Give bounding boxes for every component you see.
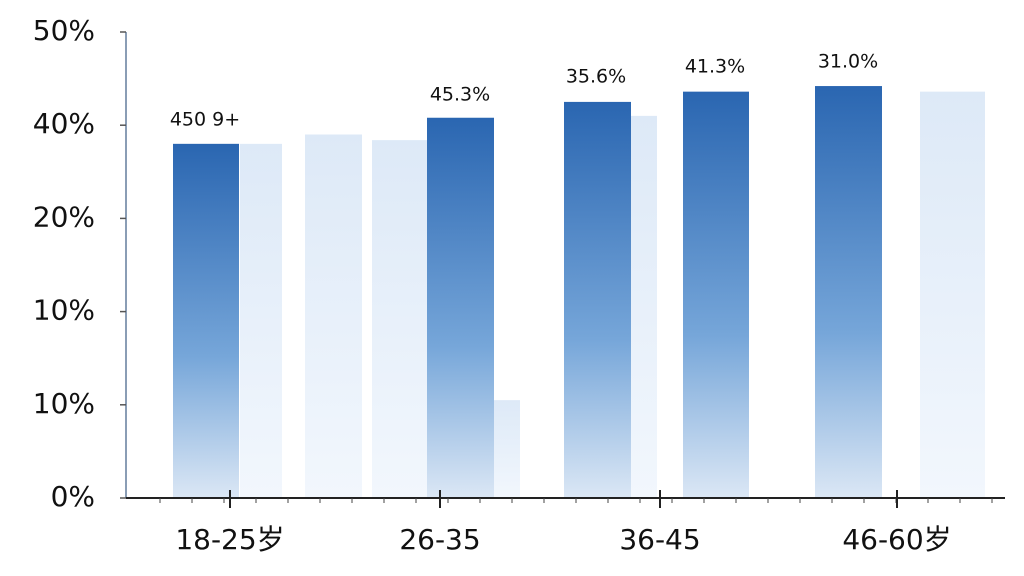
bar: [173, 143, 239, 498]
bar: [494, 400, 520, 498]
annotation: 450 9+: [170, 109, 240, 131]
bar: [305, 134, 362, 498]
bar: [564, 101, 631, 499]
bar: [815, 86, 882, 498]
y-tick-label: 10%: [33, 387, 95, 420]
y-tick-label: 0%: [51, 480, 95, 513]
bar: [427, 117, 494, 498]
y-tick-label: 50%: [33, 14, 95, 47]
y-tick-label: 20%: [33, 200, 95, 233]
annotation: 45.3%: [430, 84, 490, 106]
bar: [240, 143, 282, 498]
y-tick-label: 10%: [33, 294, 95, 327]
annotation: 31.0%: [818, 51, 878, 73]
bar: [683, 91, 749, 498]
x-tick-label: 26-35: [399, 523, 480, 556]
x-tick-label: 36-45: [619, 523, 700, 556]
y-tick-label: 40%: [33, 107, 95, 140]
bar: [631, 115, 657, 498]
annotation: 41.3%: [685, 56, 745, 78]
bar: [372, 140, 427, 498]
annotation: 35.6%: [566, 66, 626, 88]
x-tick-label: 46-60岁: [842, 523, 951, 556]
bar: [920, 91, 985, 498]
x-tick-label: 18-25岁: [175, 523, 284, 556]
